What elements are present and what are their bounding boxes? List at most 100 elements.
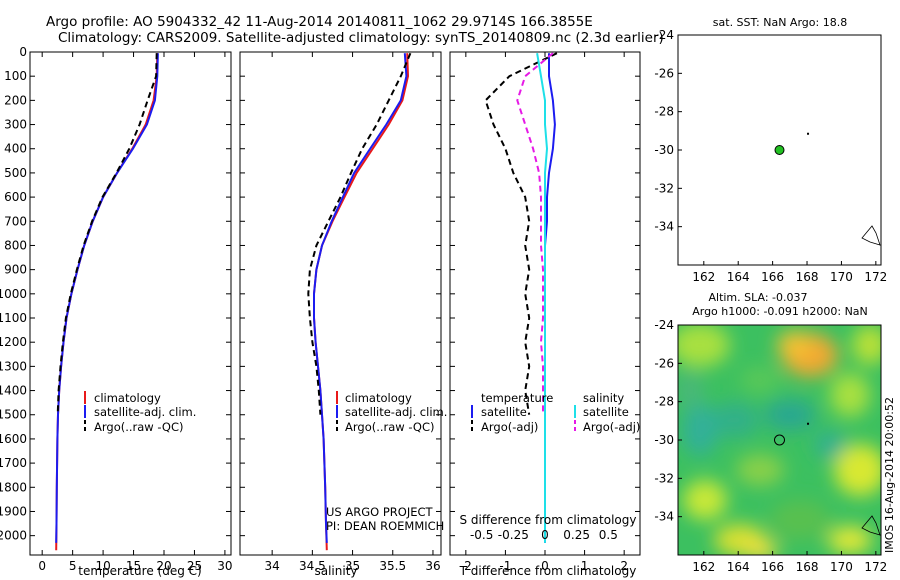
- depth-tick-label: 500: [4, 166, 27, 180]
- island-dot: [807, 422, 810, 425]
- depth-tick-label: 1900: [0, 504, 27, 518]
- difference-s-tick-label: 0: [541, 528, 549, 542]
- sst-map-plot: 162 164 166 168 170 172 -24 -26 -28 -30 -32 -34: [654, 28, 887, 284]
- sla-map-xtick-label: 170: [830, 560, 853, 574]
- difference-series-temperature-argo-adj-: [484, 52, 558, 415]
- sst-map-ytick-label: -34: [654, 220, 674, 234]
- sla-blob: [678, 325, 730, 367]
- sla-blob: [770, 500, 830, 540]
- sla-blob: [814, 431, 846, 459]
- sla-map-ytick-label: -34: [654, 510, 674, 524]
- difference-s-tick-label: -0.25: [498, 528, 529, 542]
- temperature-xtick-label: 15: [126, 559, 141, 573]
- difference-legend-sal-satellite: satellite: [583, 405, 629, 419]
- sla-map-ytick-label: -32: [654, 471, 674, 485]
- sst-map-ytick-label: -32: [654, 181, 674, 195]
- sst-map-xtick-label: 166: [761, 270, 784, 284]
- depth-tick-label: 600: [4, 190, 27, 204]
- coastline-outline: [861, 225, 881, 246]
- difference-s-tick-label: -0.5: [470, 528, 493, 542]
- salinity-xtick-label: 34.5: [299, 559, 326, 573]
- temperature-legend-satellite: satellite-adj. clim.: [94, 405, 196, 419]
- depth-tick-label: 1300: [0, 359, 27, 373]
- temperature-series-satellite-adj-clim-: [55, 53, 159, 543]
- depth-tick-label: 1500: [0, 408, 27, 422]
- depth-tick-label: 900: [4, 263, 27, 277]
- salinity-xtick-label: 35.5: [379, 559, 406, 573]
- sla-map-ytick-label: -30: [654, 433, 674, 447]
- depth-tick-label: 1200: [0, 335, 27, 349]
- difference-series-temperature-satellite: [544, 53, 556, 543]
- sst-map-xtick-label: 162: [692, 270, 715, 284]
- sla-map-plot: 162 164 166 168 170 172 -24 -26 -28 -30 -32 -34: [654, 318, 887, 574]
- sst-map-ytick-label: -26: [654, 66, 674, 80]
- project-label: US ARGO PROJECT: [326, 505, 434, 519]
- sst-map-ytick-label: -28: [654, 105, 674, 119]
- temperature-series-climatology: [55, 53, 159, 551]
- temperature-xtick-label: 0: [38, 559, 46, 573]
- imos-stamp: IMOS 16-Aug-2014 20:00:52: [883, 397, 896, 553]
- sla-heatmap-blobs: [678, 325, 881, 555]
- sst-map-ytick-label: -30: [654, 143, 674, 157]
- float-position-marker: [774, 145, 785, 155]
- sst-map-xtick-label: 170: [830, 270, 853, 284]
- temperature-legend-climatology: climatology: [94, 391, 161, 405]
- difference-xlabel: T difference from climatology: [459, 564, 637, 578]
- difference-s-tick-label: 0.5: [599, 528, 618, 542]
- sla-map-title-2: Argo h1000: -0.091 h2000: NaN: [692, 305, 868, 318]
- temperature-legend-argo: Argo(..raw -QC): [94, 420, 184, 434]
- sst-map-xtick-label: 168: [796, 270, 819, 284]
- depth-tick-label: 700: [4, 214, 27, 228]
- sst-map-xtick-label: 164: [727, 270, 750, 284]
- sla-blob: [852, 325, 881, 365]
- difference-plot: -2 -1 0 1 2 -0.5 -0.25 0 0.25 0.5: [450, 51, 640, 573]
- salinity-legend-climatology: climatology: [345, 391, 412, 405]
- salinity-xlabel: salinity: [314, 564, 357, 578]
- sla-map-xtick-label: 172: [864, 560, 887, 574]
- temperature-xtick-label: 25: [187, 559, 202, 573]
- difference-legend-temp-argo: Argo(-adj): [481, 420, 538, 434]
- salinity-series-argo-raw-qc-: [307, 52, 412, 415]
- sst-map-ytick-label: -24: [654, 28, 674, 42]
- difference-xtick-label: 1: [581, 559, 589, 573]
- sla-map-title-1: Altim. SLA: -0.037: [708, 291, 807, 304]
- depth-tick-label: 400: [4, 142, 27, 156]
- temperature-series-argo-raw-qc-: [56, 53, 158, 415]
- sla-blob: [830, 373, 870, 417]
- temperature-plot: 0 5 10 15 20 25 300100200300400500600700800900…: [0, 45, 233, 573]
- difference-s-tick-label: 0.25: [563, 528, 590, 542]
- depth-tick-label: 300: [4, 118, 27, 132]
- difference-legend-temperature-header: temperature: [481, 391, 553, 405]
- salinity-plot: 34 34.5 35 35.5 36: [240, 51, 441, 573]
- sst-map-title: sat. SST: NaN Argo: 18.8: [713, 16, 847, 29]
- difference-xtick-label: -1: [499, 559, 511, 573]
- depth-tick-label: 1600: [0, 432, 27, 446]
- pi-label: PI: DEAN ROEMMICH: [326, 519, 444, 533]
- sla-map-xtick-label: 168: [796, 560, 819, 574]
- sla-blob: [742, 540, 778, 555]
- sla-map-xtick-label: 166: [761, 560, 784, 574]
- sla-map-xtick-label: 164: [727, 560, 750, 574]
- depth-tick-label: 2000: [0, 529, 27, 543]
- difference-top-label: S difference from climatology: [460, 513, 637, 527]
- salinity-xtick-label: 36: [425, 559, 440, 573]
- sla-blob: [764, 399, 816, 431]
- sla-map-ytick-label: -26: [654, 356, 674, 370]
- sla-blob: [828, 526, 872, 554]
- temperature-legend: climatology satellite-adj. clim. Argo(..…: [84, 391, 196, 434]
- depth-tick-label: 0: [19, 45, 27, 59]
- depth-tick-label: 1000: [0, 287, 27, 301]
- difference-xtick-label: -2: [460, 559, 472, 573]
- difference-xtick-label: 0: [541, 559, 549, 573]
- coastline-outline: [861, 515, 881, 536]
- header-line-2: Climatology: CARS2009. Satellite-adjuste…: [58, 30, 664, 46]
- difference-legend-salinity-header: salinity: [583, 391, 624, 405]
- difference-legend-temp-satellite: satellite: [481, 405, 527, 419]
- sla-blob: [777, 331, 813, 359]
- sla-map-xtick-label: 162: [692, 560, 715, 574]
- difference-legend: temperature salinity satellite Argo(-adj…: [471, 391, 640, 434]
- island-dot: [807, 132, 810, 135]
- salinity-legend-argo: Argo(..raw -QC): [345, 420, 435, 434]
- header-line-1: Argo profile: AO 5904332_42 11-Aug-2014 …: [46, 14, 593, 30]
- sla-blob: [683, 480, 727, 520]
